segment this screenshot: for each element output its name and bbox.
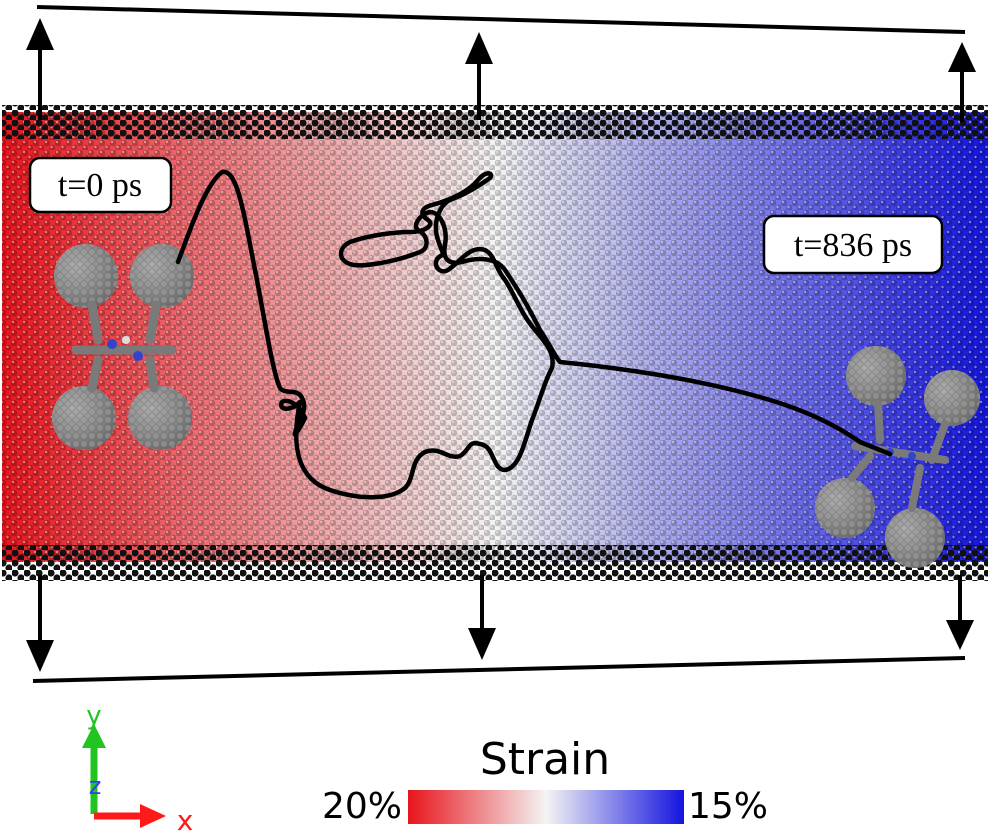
molecule-trajectory: [175, 169, 893, 500]
strain-colorbar: Strain 20% 15%: [322, 734, 768, 827]
x-axis-label: x: [177, 804, 194, 836]
arrow-up-right: [948, 42, 976, 122]
strain-frame: [32, 5, 966, 683]
frame-bottom-line: [32, 656, 966, 683]
arrow-up-center: [465, 32, 493, 120]
strain-arrows: [26, 18, 976, 672]
molecule-end: [815, 346, 980, 568]
arrow-down-center: [468, 575, 496, 660]
z-axis-label: z: [89, 772, 102, 800]
frame-top-line: [36, 5, 966, 34]
arrow-down-left: [26, 575, 54, 672]
label-t-end: t=836 ps: [762, 214, 944, 275]
y-axis-arrow-icon: [82, 724, 106, 748]
edge-atoms-bottom: [2, 545, 988, 581]
x-axis-arrow-icon: [140, 804, 166, 828]
colorbar-left-label: 20%: [322, 786, 402, 827]
t-start-text: t=0 ps: [58, 167, 142, 204]
arrow-down-right: [946, 575, 974, 650]
colorbar-title: Strain: [480, 734, 610, 785]
axes-triad: y z x: [82, 701, 193, 836]
label-t-start: t=0 ps: [28, 156, 173, 214]
edge-atoms-top: [2, 105, 988, 139]
colorbar-right-label: 15%: [688, 786, 768, 827]
colorbar-gradient: [408, 790, 684, 824]
y-axis-label: y: [86, 701, 101, 731]
arrow-up-left: [26, 18, 54, 120]
t-end-text: t=836 ps: [794, 227, 912, 264]
